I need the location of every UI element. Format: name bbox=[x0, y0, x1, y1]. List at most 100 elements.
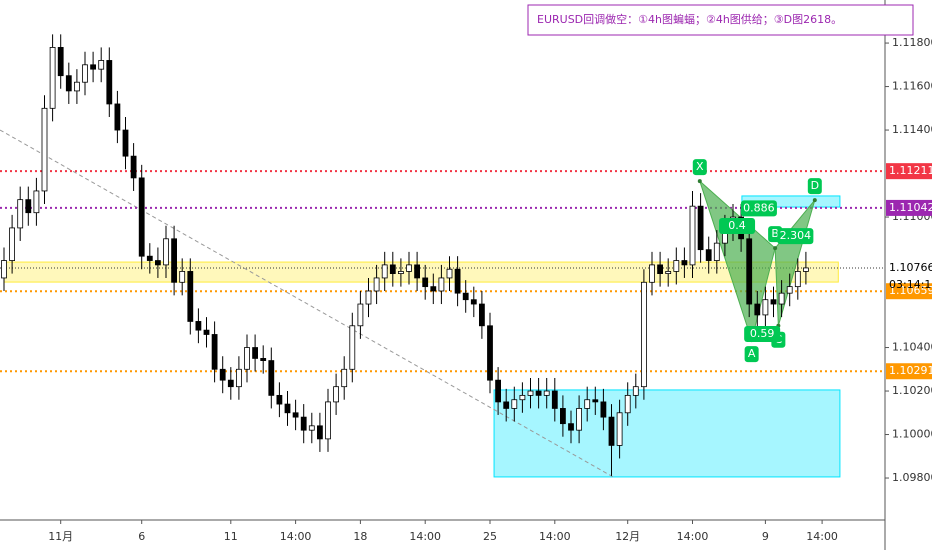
candle-body bbox=[770, 299, 777, 305]
candle-body bbox=[438, 277, 445, 292]
candle-body bbox=[235, 368, 242, 388]
candle-body bbox=[551, 390, 558, 409]
candle-body bbox=[106, 60, 113, 105]
candle-body bbox=[138, 177, 145, 257]
pattern-label: B bbox=[771, 227, 779, 240]
price-tag bbox=[886, 163, 932, 180]
candle-body bbox=[422, 277, 429, 288]
trend-line bbox=[0, 129, 616, 479]
candle-body bbox=[179, 271, 186, 283]
y-tick-label: 1.11800 bbox=[892, 36, 932, 49]
candle-body bbox=[794, 271, 801, 288]
x-tick-label: 12月 bbox=[615, 530, 640, 543]
candle-body bbox=[778, 292, 785, 305]
ratio-label: 0.4 bbox=[728, 219, 746, 232]
candle-body bbox=[632, 386, 639, 396]
candle-body bbox=[649, 264, 655, 283]
price-tag bbox=[886, 363, 932, 380]
candle-body bbox=[203, 329, 210, 335]
y-tick-label: 1.09800 bbox=[892, 471, 932, 484]
x-tick-label: 11月 bbox=[48, 530, 73, 543]
candle-body bbox=[746, 238, 753, 305]
candle-body bbox=[98, 60, 105, 70]
y-tick-label: 1.10400 bbox=[892, 341, 932, 354]
candle-body bbox=[608, 416, 615, 446]
price-tag bbox=[886, 283, 932, 300]
candle-body bbox=[624, 394, 631, 414]
ratio-box bbox=[740, 200, 777, 217]
candle-body bbox=[535, 390, 542, 396]
candle-body bbox=[470, 299, 477, 305]
candle-body bbox=[373, 277, 380, 292]
candle-body bbox=[381, 264, 388, 279]
candle-body bbox=[462, 292, 469, 301]
ratio-box bbox=[719, 217, 756, 234]
candle-body bbox=[65, 75, 72, 92]
zone bbox=[493, 389, 841, 478]
candle-body bbox=[163, 238, 169, 266]
candle-body bbox=[478, 303, 485, 327]
candle-body bbox=[260, 358, 267, 361]
pattern-label-box bbox=[807, 178, 822, 195]
price-tag bbox=[886, 199, 932, 216]
candle-body bbox=[697, 205, 704, 251]
candle-body bbox=[1, 260, 7, 279]
x-tick-label: 9 bbox=[762, 530, 769, 543]
candle-body bbox=[762, 299, 769, 316]
pattern-label-box bbox=[692, 159, 707, 176]
ratio-label: 2.304 bbox=[780, 229, 812, 242]
price-tag-label: 1.10766 bbox=[889, 261, 932, 274]
candle-body bbox=[316, 425, 323, 440]
candle-body bbox=[41, 107, 48, 192]
candle-body bbox=[616, 412, 623, 446]
title-box bbox=[527, 4, 914, 36]
candle-body bbox=[90, 64, 96, 70]
candle-body bbox=[576, 408, 582, 431]
x-tick-label: 14:00 bbox=[677, 530, 709, 543]
x-tick-label: 14:00 bbox=[539, 530, 571, 543]
ratio-box bbox=[777, 228, 814, 245]
candle-body bbox=[592, 399, 599, 403]
y-tick-label: 1.11600 bbox=[892, 80, 932, 93]
zone bbox=[3, 261, 839, 283]
candle-body bbox=[584, 399, 591, 409]
candle-body bbox=[519, 394, 526, 401]
candle-body bbox=[25, 199, 32, 214]
candle-body bbox=[292, 412, 299, 418]
candle-body bbox=[641, 281, 647, 388]
pattern-triangle bbox=[698, 179, 776, 342]
candle-body bbox=[600, 401, 607, 418]
candle-body bbox=[414, 264, 421, 279]
ratio-box bbox=[744, 326, 781, 343]
candle-body bbox=[308, 425, 315, 431]
candle-body bbox=[187, 271, 194, 322]
candle-body bbox=[397, 271, 404, 274]
candle-body bbox=[82, 64, 88, 83]
candle-body bbox=[665, 271, 672, 274]
candle-body bbox=[284, 403, 291, 414]
pattern-point bbox=[812, 198, 817, 203]
candle-body bbox=[406, 264, 412, 272]
candle-body bbox=[527, 390, 534, 396]
x-tick-label: 6 bbox=[138, 530, 145, 543]
candle-body bbox=[195, 321, 202, 331]
candle-body bbox=[681, 260, 688, 266]
candle-body bbox=[122, 129, 129, 157]
candle-body bbox=[146, 255, 153, 261]
candle-body bbox=[268, 360, 275, 396]
x-tick-label: 11 bbox=[224, 530, 238, 543]
price-tag-label: 1.10659 bbox=[889, 284, 932, 297]
y-tick-label: 1.10000 bbox=[892, 428, 932, 441]
price-tag-label: 1.11042 bbox=[889, 201, 932, 214]
candle-body bbox=[211, 334, 218, 370]
x-tick-label: 14:00 bbox=[280, 530, 312, 543]
candle-body bbox=[57, 47, 64, 77]
candle-body bbox=[503, 401, 510, 409]
candle-body bbox=[511, 399, 518, 409]
pattern-label: D bbox=[811, 179, 819, 192]
candle-body bbox=[130, 155, 137, 179]
candle-body bbox=[430, 286, 437, 292]
pattern-point bbox=[697, 179, 702, 184]
x-tick-label: 25 bbox=[483, 530, 497, 543]
pattern-label: A bbox=[748, 347, 756, 360]
